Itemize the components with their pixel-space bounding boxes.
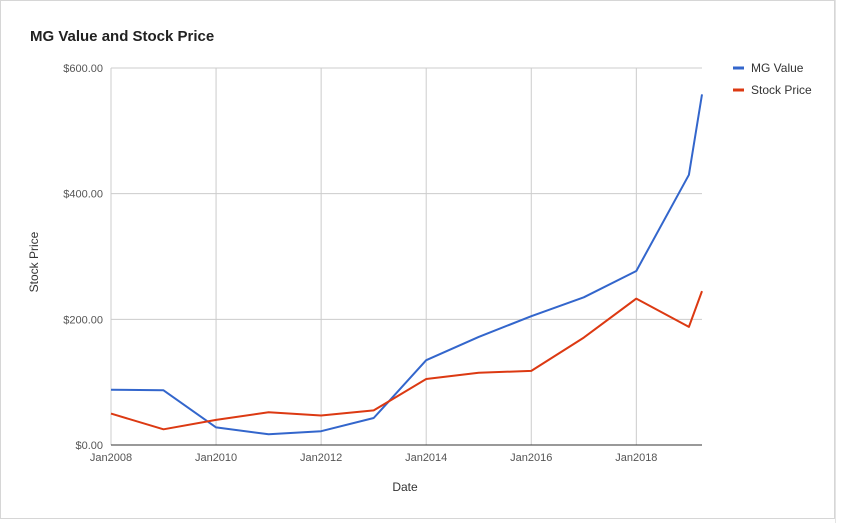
y-tick-label: $0.00 [75,440,103,452]
page-edge [835,0,842,523]
x-tick-label: Jan2012 [300,452,342,464]
x-axis-ticks: Jan2008 Jan2010 Jan2012 Jan2014 Jan2016 Jan20… [90,452,658,464]
chart-title: MG Value and Stock Price [30,28,214,45]
x-tick-label: Jan2010 [195,452,237,464]
y-tick-label: $600.00 [63,63,103,75]
y-axis-label: Stock Price [27,231,41,292]
series-line-mg-value [110,94,703,436]
y-tick-label: $200.00 [63,314,103,326]
x-tick-label: Jan2018 [615,452,657,464]
legend-label: MG Value [751,61,804,75]
legend-label: Stock Price [751,83,812,97]
grid [110,67,702,445]
x-axis-label: Date [392,480,418,494]
x-tick-label: Jan2016 [510,452,552,464]
legend: MG Value Stock Price [733,61,812,97]
x-tick-label: Jan2008 [90,452,132,464]
series-line-stock-price [110,290,703,431]
x-tick-label: Jan2014 [405,452,447,464]
y-axis-ticks: $0.00 $200.00 $400.00 $600.00 [63,63,103,452]
series-lines [110,94,703,436]
y-tick-label: $400.00 [63,189,103,201]
